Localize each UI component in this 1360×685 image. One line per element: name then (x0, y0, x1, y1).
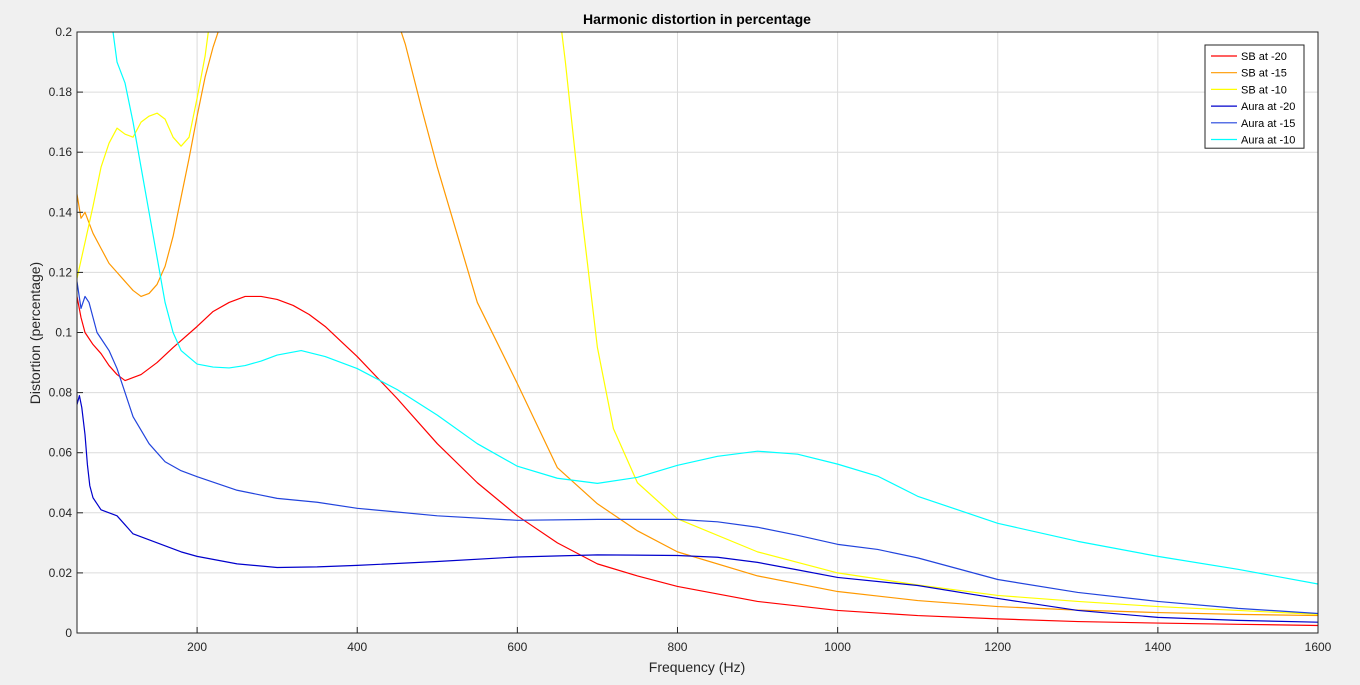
series-line-aura-at-20 (77, 395, 1318, 623)
y-axis-ticks: 0 0.02 0.04 0.06 0.08 0.1 0.12 0.14 0.16 0.18 0.2 (49, 25, 83, 640)
y-tick-label: 0.12 (49, 265, 73, 279)
legend-label: Aura at -20 (1241, 101, 1295, 113)
y-tick-label: 0.08 (49, 386, 73, 400)
legend-label: Aura at -15 (1241, 118, 1295, 130)
x-tick-label: 1000 (824, 640, 851, 654)
x-tick-label: 200 (187, 640, 207, 654)
y-tick-label: 0.14 (49, 205, 73, 219)
chart-title: Harmonic distortion in percentage (583, 11, 811, 27)
y-tick-label: 0.04 (49, 506, 73, 520)
legend-label: SB at -10 (1241, 84, 1287, 96)
y-tick-label: 0 (65, 626, 72, 640)
series-line-sb-at-15 (77, 32, 1318, 617)
y-tick-label: 0.1 (55, 326, 72, 340)
x-axis-label: Frequency (Hz) (649, 659, 745, 675)
x-tick-label: 600 (507, 640, 527, 654)
legend-label: Aura at -10 (1241, 135, 1295, 147)
x-axis-ticks: 200 400 600 800 1000 1200 1400 1600 (187, 627, 1332, 654)
series-lines (77, 32, 1318, 627)
series-line-aura-at-15 (77, 281, 1318, 615)
y-axis-label: Distortion (percentage) (27, 262, 43, 404)
series-line-aura-at-10 (112, 32, 1318, 585)
y-tick-label: 0.18 (49, 85, 73, 99)
y-tick-label: 0.16 (49, 145, 73, 159)
legend-label: SB at -20 (1241, 51, 1287, 63)
legend-box (1204, 44, 1305, 149)
series-line-sb-at-10 (77, 32, 1318, 615)
x-tick-label: 1400 (1145, 640, 1172, 654)
y-tick-label: 0.06 (49, 446, 73, 460)
x-tick-label: 1200 (984, 640, 1011, 654)
series-line-sb-at-20 (77, 295, 1318, 627)
legend-label: SB at -15 (1241, 68, 1287, 80)
x-tick-label: 400 (347, 640, 367, 654)
y-tick-label: 0.02 (49, 566, 73, 580)
legend: SB at -20 SB at -15 SB at -10 Aura at -20 Au… (1204, 44, 1305, 149)
x-tick-label: 800 (667, 640, 687, 654)
x-tick-label: 1600 (1305, 640, 1332, 654)
y-tick-label: 0.2 (55, 25, 72, 39)
